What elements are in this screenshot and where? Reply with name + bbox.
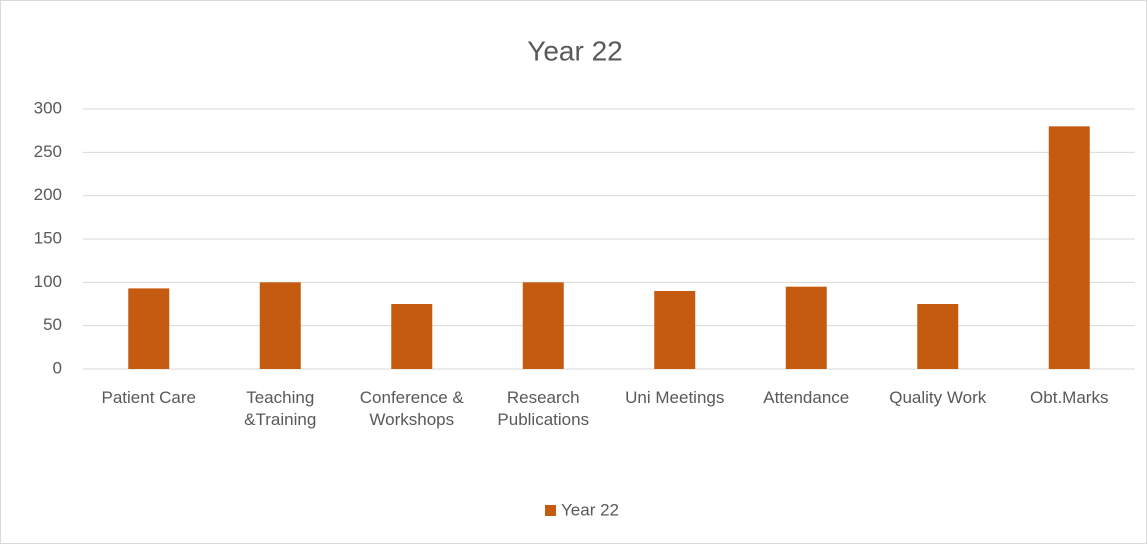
x-tick-label: Uni Meetings	[625, 388, 725, 407]
x-tick-label-box: Obt.Marks	[1030, 388, 1109, 407]
x-tick-label-box: Patient Care	[101, 388, 197, 407]
legend-label: Year 22	[561, 500, 619, 519]
x-tick-label: Quality Work	[889, 388, 987, 407]
y-tick-label: 250	[34, 142, 62, 161]
x-tick-label: Attendance	[763, 388, 850, 407]
bar	[522, 282, 564, 369]
legend-swatch	[545, 505, 556, 516]
y-tick-label: 50	[43, 315, 62, 334]
chart-title: Year 22	[527, 35, 623, 66]
x-tick-label: Teaching &Training	[244, 388, 317, 429]
x-tick-label-box: Conference & Workshops	[359, 388, 464, 429]
bar	[391, 304, 433, 369]
y-tick-label: 0	[53, 358, 62, 377]
y-tick-label: 100	[34, 272, 62, 291]
x-tick-label-box: Attendance	[763, 388, 850, 407]
bar	[1048, 126, 1090, 369]
x-tick-label-box: Teaching &Training	[244, 388, 317, 429]
bar	[259, 282, 301, 369]
x-tick-label-box: Research Publications	[497, 388, 590, 429]
x-tick-label: Conference & Workshops	[359, 388, 464, 429]
x-tick-label-box: Uni Meetings	[625, 388, 725, 407]
y-tick-label: 150	[34, 228, 62, 247]
bar	[654, 291, 696, 369]
y-tick-label: 200	[34, 185, 62, 204]
x-tick-label-box: Quality Work	[889, 388, 987, 407]
y-tick-label: 300	[34, 98, 62, 117]
bar	[917, 304, 959, 369]
x-tick-label: Obt.Marks	[1030, 388, 1109, 407]
bar	[785, 286, 827, 369]
bar	[128, 288, 170, 369]
x-tick-label: Research Publications	[497, 388, 590, 429]
x-tick-label: Patient Care	[101, 388, 197, 407]
